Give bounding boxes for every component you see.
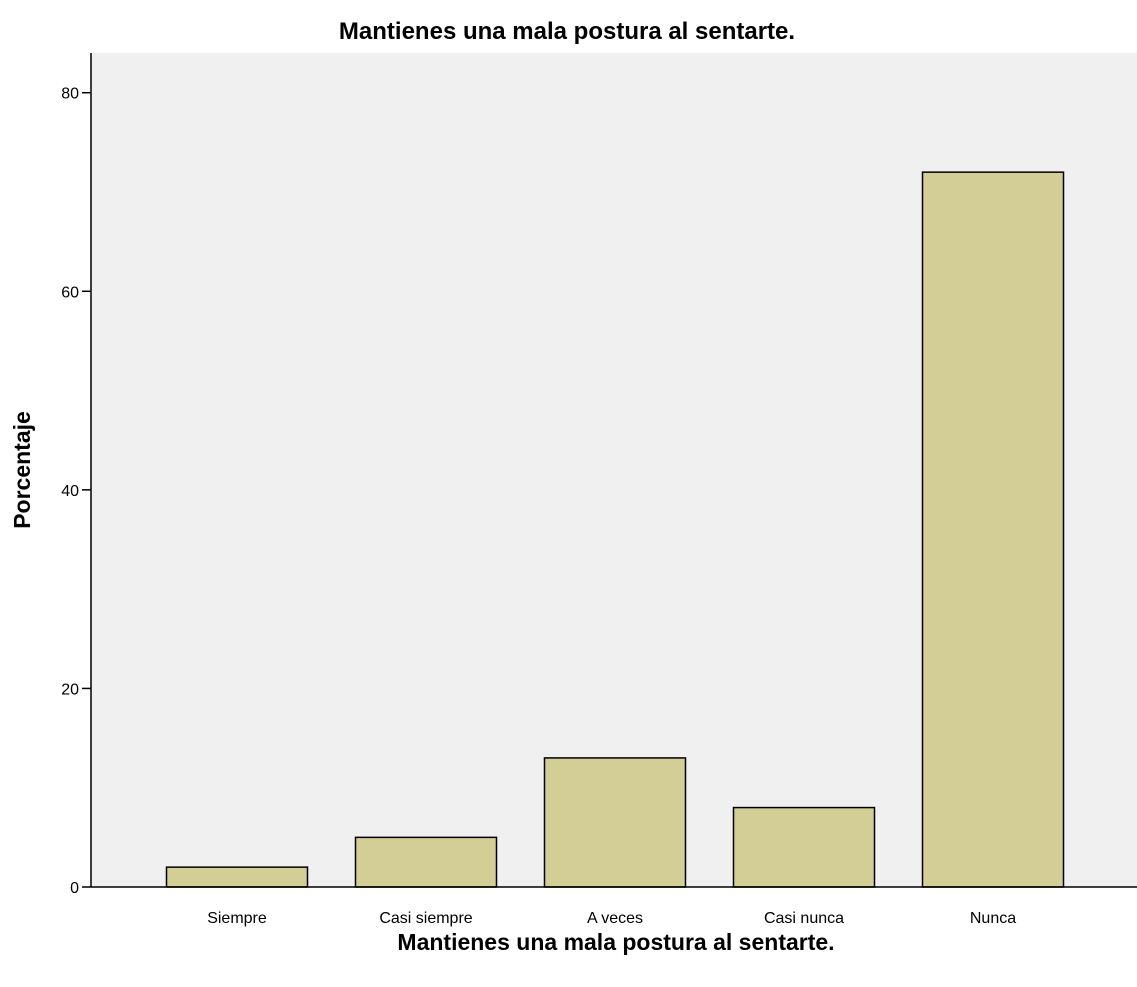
axes-group xyxy=(90,53,1137,888)
chart-title: Mantienes una mala postura al sentarte. xyxy=(339,18,795,45)
x-axis-title: Mantienes una mala postura al sentarte. xyxy=(397,929,834,955)
y-axis-title: Porcentaje xyxy=(9,411,35,529)
bar-a-veces xyxy=(543,757,687,888)
x-tick-label: Siempre xyxy=(207,910,267,927)
y-tick-label: 0 xyxy=(70,880,79,897)
bar-siempre xyxy=(165,866,309,888)
y-tick-label: 20 xyxy=(61,681,79,698)
x-tick-label: Casi siempre xyxy=(379,910,472,927)
x-tick-label: A veces xyxy=(587,910,643,927)
bars-group xyxy=(165,171,1065,888)
bar-nunca xyxy=(921,171,1065,888)
y-tick-label: 80 xyxy=(61,86,79,103)
x-tick-label: Nunca xyxy=(970,910,1016,927)
bar-casi-nunca xyxy=(732,806,876,888)
x-tick-label: Casi nunca xyxy=(764,910,844,927)
bar-casi-siempre xyxy=(354,836,498,888)
y-tick-label: 60 xyxy=(61,284,79,301)
ticks-group: Siempre Casi siempre A veces Casi nunca Nunc… xyxy=(61,86,1016,927)
y-tick-label: 40 xyxy=(61,483,79,500)
